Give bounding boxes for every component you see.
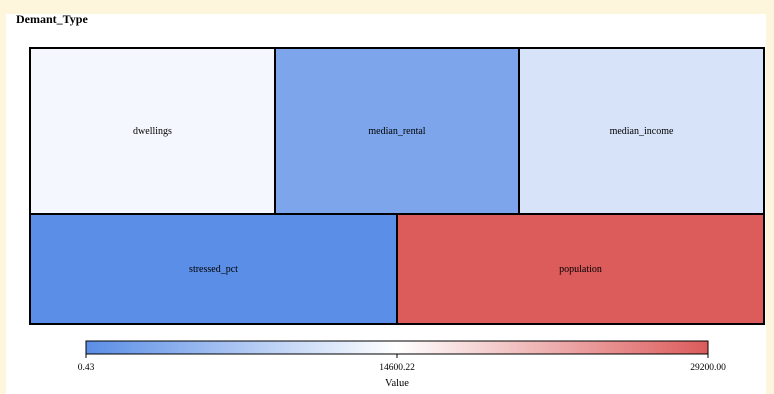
colorbar: 0.43 14600.22 29200.00 Value	[78, 340, 726, 389]
treemap-tiles: dwellings median_rental median_incomestres…	[29, 47, 765, 325]
tile-stressed-pct[interactable]	[29, 213, 398, 325]
tile-label-median-income: median_income	[610, 126, 674, 137]
colorbar-tick-label-min: 0.43	[78, 363, 95, 373]
colorbar-tick-label-mid: 14600.22	[379, 363, 415, 373]
tile-label-population: population	[559, 264, 602, 275]
tile-population[interactable]	[396, 213, 765, 325]
colorbar-axis-title: Value	[385, 378, 409, 389]
tile-label-median-rental: median_rental	[368, 126, 425, 137]
colorbar-gradient	[85, 340, 709, 355]
tile-label-dwellings: dwellings	[133, 126, 172, 137]
tile-label-stressed-pct: stressed_pct	[189, 264, 238, 275]
chart-title: Demant_Type	[16, 12, 88, 26]
tile-dwellings[interactable]	[29, 47, 276, 215]
colorbar-tick-label-max: 29200.00	[690, 363, 726, 373]
